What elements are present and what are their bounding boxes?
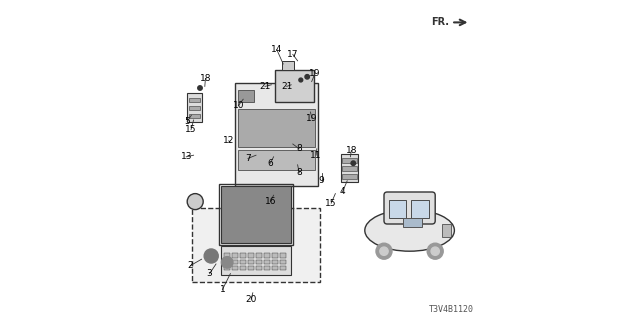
- Bar: [240, 266, 246, 270]
- Bar: [342, 174, 357, 179]
- Bar: [282, 61, 294, 70]
- Text: 10: 10: [233, 101, 244, 110]
- Text: 8: 8: [296, 168, 302, 177]
- Text: 19: 19: [307, 114, 317, 123]
- Circle shape: [198, 86, 202, 90]
- Bar: [239, 90, 255, 102]
- Bar: [389, 200, 406, 218]
- Bar: [264, 260, 270, 264]
- Circle shape: [380, 247, 388, 255]
- Text: 21: 21: [281, 82, 292, 91]
- Bar: [256, 266, 262, 270]
- Text: FR.: FR.: [431, 17, 450, 28]
- Text: 5: 5: [184, 117, 190, 126]
- Bar: [224, 260, 230, 264]
- Circle shape: [187, 194, 204, 210]
- Bar: [256, 260, 262, 264]
- Circle shape: [305, 75, 310, 79]
- Text: 21: 21: [259, 82, 271, 91]
- Bar: [280, 266, 285, 270]
- Text: 9: 9: [319, 176, 324, 185]
- Text: 17: 17: [287, 50, 298, 59]
- Text: 6: 6: [268, 159, 273, 168]
- Bar: [342, 158, 357, 163]
- Text: 3: 3: [207, 269, 212, 278]
- Text: 1: 1: [220, 285, 225, 294]
- Text: 8: 8: [296, 144, 302, 153]
- Bar: [272, 260, 278, 264]
- Bar: [192, 208, 320, 282]
- Text: 14: 14: [271, 45, 282, 54]
- Circle shape: [428, 243, 444, 259]
- Text: 15: 15: [186, 125, 196, 134]
- Bar: [219, 184, 293, 245]
- Bar: [189, 106, 200, 110]
- Bar: [403, 218, 422, 227]
- Bar: [412, 200, 429, 218]
- Bar: [232, 253, 238, 258]
- Circle shape: [299, 78, 303, 82]
- Bar: [280, 260, 285, 264]
- Text: 16: 16: [265, 197, 276, 206]
- Text: 2: 2: [188, 261, 193, 270]
- Bar: [189, 114, 200, 118]
- Bar: [189, 98, 200, 102]
- Bar: [272, 266, 278, 270]
- Text: 20: 20: [246, 295, 257, 304]
- Bar: [187, 93, 202, 122]
- Circle shape: [376, 243, 392, 259]
- Bar: [236, 83, 319, 186]
- Bar: [264, 266, 270, 270]
- Text: 11: 11: [310, 151, 322, 160]
- Bar: [232, 260, 238, 264]
- Circle shape: [221, 257, 233, 268]
- Bar: [248, 260, 253, 264]
- Text: T3V4B1120: T3V4B1120: [429, 305, 474, 314]
- Bar: [342, 166, 357, 171]
- Bar: [240, 260, 246, 264]
- Bar: [221, 186, 291, 243]
- Bar: [224, 266, 230, 270]
- Bar: [340, 154, 358, 182]
- Text: 19: 19: [309, 69, 321, 78]
- Bar: [264, 253, 270, 258]
- Bar: [239, 109, 315, 147]
- Circle shape: [204, 249, 218, 263]
- Bar: [232, 266, 238, 270]
- Bar: [240, 253, 246, 258]
- Bar: [442, 224, 451, 237]
- Text: 13: 13: [180, 152, 192, 161]
- Bar: [248, 253, 253, 258]
- Bar: [275, 70, 314, 102]
- Bar: [280, 253, 285, 258]
- Bar: [272, 253, 278, 258]
- Bar: [221, 246, 291, 275]
- Text: 18: 18: [200, 74, 211, 83]
- Text: 18: 18: [346, 146, 357, 155]
- Ellipse shape: [365, 210, 454, 251]
- Bar: [224, 253, 230, 258]
- Text: 7: 7: [245, 154, 251, 163]
- Circle shape: [351, 161, 356, 165]
- Text: 4: 4: [340, 188, 345, 196]
- Text: 15: 15: [326, 199, 337, 208]
- Bar: [256, 253, 262, 258]
- Text: 12: 12: [223, 136, 234, 145]
- Bar: [239, 150, 315, 170]
- FancyBboxPatch shape: [384, 192, 435, 224]
- Bar: [248, 266, 253, 270]
- Circle shape: [431, 247, 440, 255]
